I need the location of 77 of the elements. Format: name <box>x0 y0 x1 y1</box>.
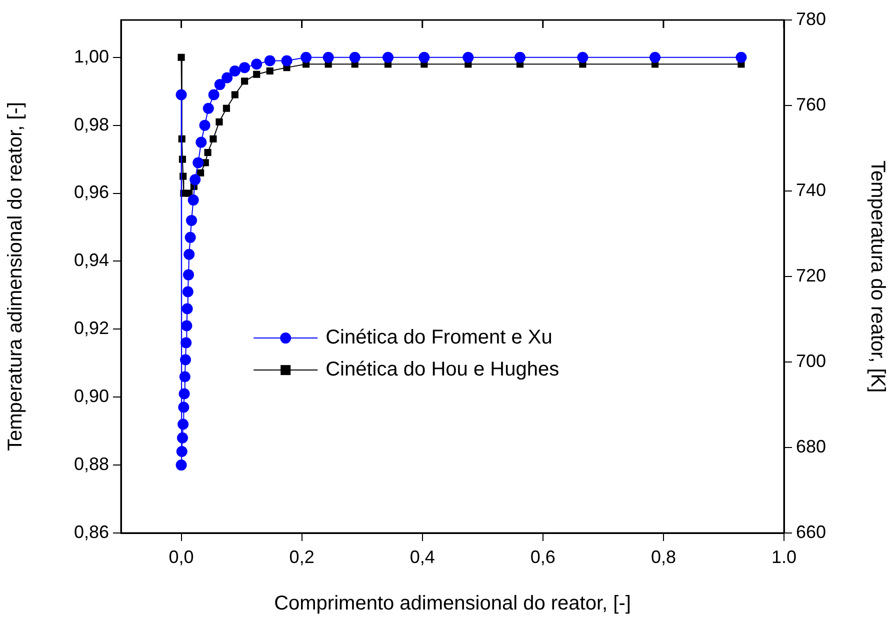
point <box>239 62 250 74</box>
point <box>192 157 204 168</box>
y2-tick-label: 740 <box>796 180 826 200</box>
point <box>382 52 394 63</box>
point <box>222 72 233 84</box>
point <box>178 402 190 413</box>
x-axis-title: Comprimento adimensional do reator, [-] <box>274 592 631 615</box>
point <box>188 194 199 206</box>
legend-label: Cinética do Froment e Xu <box>326 326 552 349</box>
point <box>184 248 195 260</box>
x-tick-label: 0,4 <box>410 546 435 567</box>
point <box>418 52 430 63</box>
x-tick-label: 0,0 <box>168 546 194 567</box>
point <box>176 89 187 100</box>
point <box>180 337 192 348</box>
point <box>231 91 238 98</box>
point <box>196 136 207 148</box>
y-axis-title: Temperatura adimensional do reator, [-] <box>4 102 27 452</box>
point <box>178 418 189 430</box>
point <box>182 303 193 314</box>
point <box>210 135 217 142</box>
point <box>266 67 274 74</box>
y-tick-label: 0,88 <box>74 454 109 474</box>
point <box>349 52 360 63</box>
point <box>176 446 188 457</box>
y-tick-label: 1,00 <box>74 46 109 66</box>
point <box>176 460 187 471</box>
y2-axis-title: Temperatura do reator, [K] <box>866 160 888 393</box>
point <box>197 169 204 176</box>
point <box>241 78 248 85</box>
point <box>190 174 201 186</box>
y2-tick-label: 760 <box>796 94 826 114</box>
x-tick-label: 1.0 <box>771 546 797 567</box>
y2-tick-label: 780 <box>796 8 826 29</box>
point <box>214 79 226 90</box>
y2-tick-label: 680 <box>796 436 826 456</box>
point <box>183 269 194 280</box>
point <box>178 54 185 61</box>
point <box>222 104 230 112</box>
y-tick-label: 0,86 <box>74 522 109 542</box>
point <box>650 52 661 63</box>
point <box>182 286 194 298</box>
legend-label: Cinética do Hou e Hughes <box>326 358 560 381</box>
x-tick-label: 0,2 <box>289 546 314 567</box>
point <box>736 52 747 63</box>
point <box>208 89 220 100</box>
point <box>264 55 276 66</box>
point <box>253 70 260 78</box>
y2-tick-label: 700 <box>796 350 826 371</box>
point <box>184 232 196 243</box>
point <box>179 371 190 382</box>
point <box>186 214 198 226</box>
y-tick-label: 0,92 <box>74 318 109 338</box>
y-tick-label: 0,94 <box>74 250 109 270</box>
point <box>514 52 526 63</box>
y-tick-label: 0,96 <box>74 182 109 202</box>
point <box>462 52 474 63</box>
y-tick-label: 0,90 <box>74 386 109 406</box>
point <box>181 320 192 332</box>
x-tick-label: 0,8 <box>650 546 676 567</box>
y2-tick-label: 660 <box>796 522 826 542</box>
point <box>229 65 240 76</box>
point <box>251 58 262 70</box>
point <box>577 52 588 63</box>
x-tick-label: 0,6 <box>530 546 556 567</box>
point <box>180 354 191 366</box>
point <box>178 388 190 400</box>
point <box>281 55 292 66</box>
point <box>300 52 312 63</box>
point <box>322 52 334 63</box>
y-tick-label: 0,98 <box>74 114 109 134</box>
point <box>204 148 212 156</box>
point <box>202 102 214 114</box>
y2-tick-label: 720 <box>796 265 826 286</box>
point <box>199 120 210 131</box>
point <box>176 432 188 444</box>
point <box>216 118 223 126</box>
